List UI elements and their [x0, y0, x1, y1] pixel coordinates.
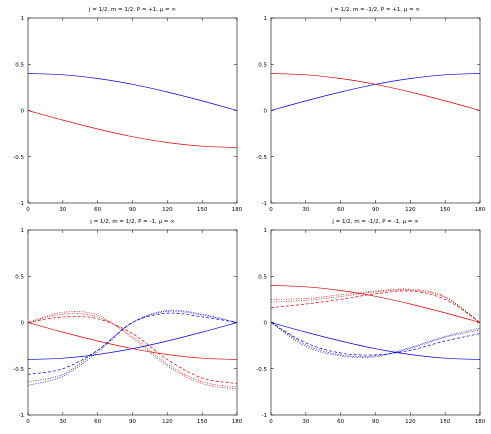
plot-frame [270, 17, 481, 204]
y-tick-label: 0 [21, 321, 25, 327]
y-tick-label: -0.5 [256, 155, 267, 161]
x-tick-label: 180 [475, 207, 486, 213]
series-line-8 [27, 311, 238, 390]
series-line-7 [27, 309, 238, 386]
x-tick-label: 90 [372, 207, 379, 213]
y-tick-label: 0 [264, 109, 268, 115]
x-tick-label: 150 [197, 419, 208, 425]
x-tick-label: 60 [337, 419, 344, 425]
x-tick-label: 180 [475, 419, 486, 425]
y-tick-label: -1 [19, 201, 24, 207]
series-line-1 [27, 322, 238, 360]
series-line-6 [270, 322, 481, 357]
y-tick-label: 1 [264, 228, 268, 234]
x-tick-label: 120 [162, 419, 173, 425]
series-line-2 [270, 322, 481, 360]
x-tick-label: 60 [94, 419, 101, 425]
x-tick-label: 30 [59, 419, 66, 425]
x-tick-label: 30 [302, 207, 309, 213]
plot-frame [27, 17, 238, 204]
series-line-2 [27, 110, 238, 148]
series-line-6 [27, 313, 238, 388]
x-tick-label: 30 [59, 207, 66, 213]
x-tick-label: 180 [232, 419, 243, 425]
x-tick-label: 30 [302, 419, 309, 425]
x-tick-label: 0 [269, 419, 273, 425]
series-line-2 [270, 73, 481, 111]
y-tick-label: 0 [21, 109, 25, 115]
series-line-3 [27, 312, 238, 375]
series-line-8 [270, 322, 481, 358]
series-line-1 [270, 73, 481, 111]
series-line-2 [27, 322, 238, 360]
panel-title: j = 1/2, m = -1/2, P = -1, μ = ∞ [331, 219, 418, 225]
y-tick-label: 0.5 [258, 62, 267, 68]
series-line-3 [270, 290, 481, 323]
y-tick-label: -1 [19, 413, 24, 419]
x-tick-label: 150 [440, 419, 451, 425]
x-tick-label: 120 [162, 207, 173, 213]
series-line-4 [270, 322, 481, 356]
x-tick-label: 120 [405, 207, 416, 213]
y-tick-label: 1 [21, 228, 25, 234]
series-line-1 [270, 285, 481, 323]
x-tick-label: 120 [405, 419, 416, 425]
panel-3: j = 1/2, m = 1/2, P = -1, μ = ∞ 0 30 60 90 12… [13, 219, 242, 425]
x-tick-label: 60 [337, 207, 344, 213]
x-tick-label: 180 [232, 207, 243, 213]
x-tick-label: 150 [440, 207, 451, 213]
panel-title: j = 1/2, m = -1/2, P = +1, μ = ∞ [330, 7, 420, 13]
x-tick-label: 0 [26, 419, 30, 425]
x-tick-label: 90 [129, 419, 136, 425]
panel-title: j = 1/2, m = 1/2, P = +1, μ = ∞ [88, 7, 176, 13]
panel-title: j = 1/2, m = 1/2, P = -1, μ = ∞ [89, 219, 174, 225]
series-line-1 [27, 73, 238, 111]
x-tick-label: 60 [94, 207, 101, 213]
x-tick-label: 90 [372, 419, 379, 425]
x-tick-label: 150 [197, 207, 208, 213]
panel-2: j = 1/2, m = -1/2, P = +1, μ = ∞ 0 30 60 90 1… [256, 7, 485, 213]
y-tick-label: -0.5 [13, 155, 24, 161]
y-tick-label: 0 [264, 321, 268, 327]
y-tick-label: 1 [21, 16, 25, 22]
panel-1: j = 1/2, m = 1/2, P = +1, μ = ∞ 0 30 60 90 12… [13, 7, 242, 213]
panel-4: j = 1/2, m = -1/2, P = -1, μ = ∞ 0 30 60 90 1… [256, 219, 485, 425]
plot-frame [270, 229, 481, 416]
y-tick-label: 0.5 [258, 274, 267, 280]
series-line-5 [27, 310, 238, 383]
x-tick-label: 0 [26, 207, 30, 213]
y-tick-label: -0.5 [13, 367, 24, 373]
series-line-7 [270, 288, 481, 323]
y-tick-label: -1 [262, 413, 267, 419]
x-tick-label: 0 [269, 207, 273, 213]
y-tick-label: -0.5 [256, 367, 267, 373]
y-tick-label: 0.5 [15, 274, 24, 280]
y-tick-label: 0.5 [15, 62, 24, 68]
series-line-5 [270, 289, 481, 323]
x-tick-label: 90 [129, 207, 136, 213]
y-tick-label: 1 [264, 16, 268, 22]
y-tick-label: -1 [262, 201, 267, 207]
series-line-4 [27, 316, 238, 384]
